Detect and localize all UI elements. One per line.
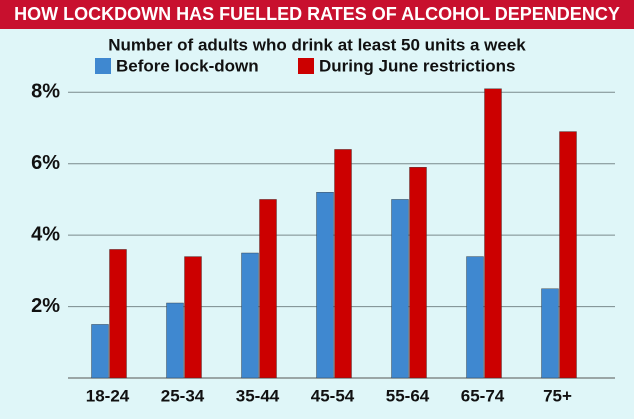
bar [409,167,427,379]
chart-subtitle: Number of adults who drink at least 50 u… [108,35,526,54]
x-tick-label: 45-54 [311,386,355,405]
bar [184,256,202,379]
bar [91,324,109,379]
y-tick-label: 2% [31,295,60,317]
bar [559,131,577,379]
x-tick-label: 55-64 [386,386,430,405]
legend-label: During June restrictions [319,56,515,75]
chart-title: HOW LOCKDOWN HAS FUELLED RATES OF ALCOHO… [14,4,620,24]
x-tick-label: 25-34 [161,386,205,405]
y-tick-label: 8% [31,81,60,103]
bar [541,288,559,379]
y-tick-label: 6% [31,152,60,174]
y-tick-label: 4% [31,223,60,245]
bar [259,199,277,379]
title-banner [0,0,634,29]
bar [166,302,184,379]
bar [241,252,259,379]
bar [109,249,127,379]
bar [334,149,352,379]
legend-swatch [298,58,314,74]
bar [484,88,502,379]
x-tick-label: 18-24 [86,386,130,405]
bar [316,192,334,379]
x-tick-label: 65-74 [461,386,505,405]
bar [466,256,484,379]
bar [391,199,409,379]
legend-swatch [95,58,111,74]
legend-label: Before lock-down [116,56,259,75]
x-tick-label: 75+ [543,386,572,405]
x-tick-label: 35-44 [236,386,280,405]
